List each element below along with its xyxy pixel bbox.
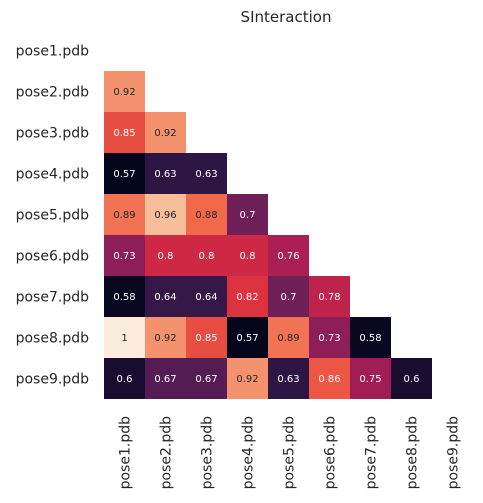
y-tick-label: pose4.pdb [16,167,89,183]
cell-value-label: 0.78 [318,292,340,303]
cell-value-label: 0.7 [281,292,297,303]
heatmap-cell [104,317,145,358]
heatmap-cell [145,194,186,235]
cell-value-label: 0.92 [154,128,176,139]
cell-value-label: 0.88 [195,210,217,221]
cell-value-label: 0.73 [318,333,340,344]
heatmap-cell [145,235,186,276]
cell-value-label: 0.63 [195,169,217,180]
heatmap-cell [309,317,350,358]
y-tick-label: pose5.pdb [16,208,89,224]
y-tick-label: pose9.pdb [16,372,89,388]
x-tick-label: pose9.pdb [446,416,462,489]
cell-value-label: 0.7 [240,210,256,221]
cell-value-label: 0.96 [154,210,176,221]
cell-value-label: 0.86 [318,374,340,385]
x-tick-label: pose5.pdb [282,416,298,489]
cell-value-label: 0.58 [359,333,381,344]
cell-value-label: 0.6 [117,374,133,385]
cell-value-label: 0.6 [404,374,420,385]
x-tick-label: pose1.pdb [118,416,134,489]
y-tick-label: pose2.pdb [16,85,89,101]
y-tick-label: pose3.pdb [16,126,89,142]
cell-value-label: 1 [121,333,127,344]
heatmap-cell [186,235,227,276]
cell-value-label: 0.8 [158,251,174,262]
heatmap-cell [145,153,186,194]
heatmap-cell [104,71,145,112]
x-tick-label: pose3.pdb [200,416,216,489]
heatmap-cell [268,358,309,399]
heatmap-cell [309,358,350,399]
cell-value-label: 0.73 [113,251,135,262]
cell-value-label: 0.57 [236,333,258,344]
y-tick-label: pose1.pdb [16,44,89,60]
cell-value-label: 0.8 [199,251,215,262]
cell-value-label: 0.67 [195,374,217,385]
x-tick-label: pose8.pdb [405,416,421,489]
heatmap-cell [104,194,145,235]
heatmap-cell [186,194,227,235]
heatmap-cell [145,317,186,358]
cell-value-label: 0.64 [154,292,176,303]
heatmap-cell [104,235,145,276]
heatmap-cell [227,276,268,317]
cell-value-label: 0.92 [236,374,258,385]
heatmap-cell [227,194,268,235]
heatmap-cell [186,276,227,317]
heatmap-cell [268,317,309,358]
heatmap-cell [145,276,186,317]
y-tick-label: pose8.pdb [16,331,89,347]
heatmap-cell [186,317,227,358]
heatmap-cell [104,358,145,399]
heatmap-cell [350,317,391,358]
heatmap-cell [145,358,186,399]
heatmap-cell [350,358,391,399]
heatmap-cell [227,235,268,276]
cell-value-label: 0.85 [113,128,135,139]
cell-value-label: 0.89 [113,210,135,221]
x-tick-label: pose7.pdb [364,416,380,489]
y-axis-tick-labels: pose1.pdb pose2.pdb pose3.pdb pose4.pdb pose… [16,44,89,388]
heatmap-cell [309,276,350,317]
heatmap-cell [227,358,268,399]
heatmap-cell [186,358,227,399]
cell-value-label: 0.58 [113,292,135,303]
cell-value-label: 0.64 [195,292,217,303]
chart-title: SInteraction [241,8,332,26]
heatmap-cell [186,153,227,194]
x-tick-label: pose6.pdb [323,416,339,489]
heatmap-cell [145,112,186,153]
cell-value-label: 0.85 [195,333,217,344]
cell-value-label: 0.76 [277,251,299,262]
y-tick-label: pose6.pdb [16,249,89,265]
cell-value-label: 0.57 [113,169,135,180]
cell-value-label: 0.8 [240,251,256,262]
y-tick-label: pose7.pdb [16,290,89,306]
heatmap-cells: 0.92 0.85 0.92 0.57 0.63 0.63 0.89 0.96 0.88 0.7 0… [104,71,432,399]
cell-value-label: 0.67 [154,374,176,385]
heatmap-cell [268,276,309,317]
heatmap-cell [227,317,268,358]
cell-value-label: 0.75 [359,374,381,385]
cell-value-label: 0.92 [113,87,135,98]
heatmap-cell [104,112,145,153]
heatmap-cell [104,153,145,194]
x-tick-label: pose4.pdb [241,416,257,489]
heatmap-cell [104,276,145,317]
cell-value-label: 0.89 [277,333,299,344]
x-axis-tick-labels: pose1.pdb pose2.pdb pose3.pdb pose4.pdb pose… [118,416,462,489]
heatmap-cell [391,358,432,399]
cell-value-label: 0.63 [154,169,176,180]
cell-value-label: 0.63 [277,374,299,385]
heatmap-cell [268,235,309,276]
cell-value-label: 0.92 [154,333,176,344]
x-tick-label: pose2.pdb [159,416,175,489]
cell-value-label: 0.82 [236,292,258,303]
